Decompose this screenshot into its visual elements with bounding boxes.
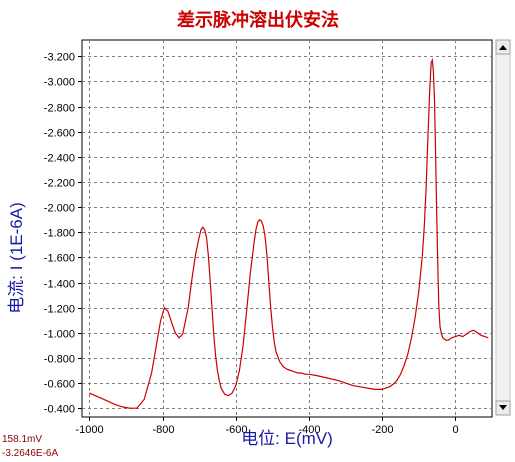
- arrow-down-icon: [499, 405, 507, 410]
- y-tick-label: -2.200: [44, 178, 75, 190]
- y-tick-label: -1.400: [44, 279, 75, 291]
- grid: [82, 40, 492, 417]
- scrollbar-track[interactable]: [495, 39, 511, 416]
- y-tick-label: -1.800: [44, 228, 75, 240]
- y-tick-label: -2.400: [44, 153, 75, 165]
- y-tick-label: -0.400: [44, 404, 75, 416]
- x-tick-label: -400: [298, 424, 320, 436]
- y-tick-label: -3.000: [44, 77, 75, 89]
- x-tick-label: -600: [225, 424, 247, 436]
- x-tick-label: -200: [371, 424, 393, 436]
- x-axis-label: 电位: E(mV): [241, 429, 333, 448]
- y-tick-label: -0.800: [44, 354, 75, 366]
- cursor-potential-readout: 158.1mV: [2, 434, 42, 445]
- x-tick-label: -800: [152, 424, 174, 436]
- vertical-scrollbar[interactable]: [495, 39, 511, 416]
- x-tick-label: 0: [452, 424, 458, 436]
- y-tick-label: -2.600: [44, 128, 75, 140]
- y-tick-label: -1.000: [44, 329, 75, 341]
- y-axis-label: 电流: I (1E-6A): [7, 202, 26, 313]
- arrow-up-icon: [499, 45, 507, 50]
- plot-area: [81, 39, 493, 418]
- y-tick-label: -1.600: [44, 253, 75, 265]
- y-tick-label: -1.200: [44, 304, 75, 316]
- y-tick-label: -2.000: [44, 203, 75, 215]
- chart-title: 差示脉冲溶出伏安法: [177, 9, 339, 30]
- series-line: [89, 57, 489, 409]
- cursor-current-readout: -3.2646E-6A: [2, 448, 58, 459]
- axis-ticks: [78, 56, 456, 421]
- y-tick-label: -3.200: [44, 52, 75, 64]
- x-tick-labels: -1000 -800 -600 -400 -200 0: [75, 424, 458, 436]
- scroll-up-button[interactable]: [495, 39, 511, 55]
- scroll-down-button[interactable]: [495, 400, 511, 416]
- y-tick-label: -2.800: [44, 103, 75, 115]
- x-tick-label: -1000: [75, 424, 103, 436]
- y-tick-label: -0.600: [44, 379, 75, 391]
- y-tick-labels: -3.200 -3.000 -2.800 -2.600 -2.400 -2.200 -2.0…: [44, 52, 75, 416]
